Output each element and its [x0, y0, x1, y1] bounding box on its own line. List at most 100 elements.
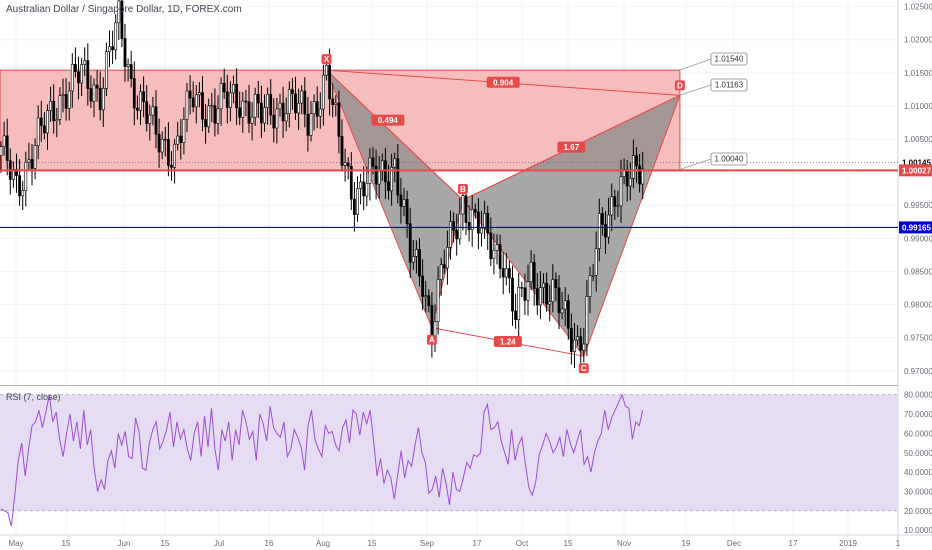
candle-body — [142, 91, 146, 103]
candle-body — [160, 138, 164, 153]
candle-body — [452, 221, 456, 231]
candle-body — [427, 295, 431, 306]
candle-body — [39, 117, 43, 127]
candle-body — [325, 64, 328, 76]
candle-body — [259, 102, 263, 124]
candle-body — [628, 178, 632, 187]
candle-body — [213, 105, 217, 124]
candle-body — [321, 74, 325, 110]
candle-body — [287, 89, 291, 114]
candle-body — [402, 199, 406, 207]
time-tick-label: Jul — [214, 539, 224, 548]
candle-body — [12, 169, 15, 180]
candle-body — [597, 213, 601, 249]
time-tick-label: 17 — [789, 539, 798, 548]
candle-body — [380, 160, 384, 172]
candle-body — [5, 135, 9, 161]
price-tick-label: 0.99500 — [904, 201, 932, 210]
candle-body — [154, 106, 158, 135]
candle-body — [600, 213, 604, 225]
candle-body — [594, 248, 598, 276]
candle-body — [554, 279, 558, 289]
candle-body — [359, 181, 363, 189]
candle-body — [129, 64, 133, 79]
candle-body — [256, 93, 260, 104]
price-tick-label: 0.98000 — [904, 301, 932, 310]
price-tick-label: 0.97500 — [904, 334, 932, 343]
candle-body — [334, 102, 338, 105]
candle-body — [365, 183, 369, 197]
candle-body — [269, 93, 273, 116]
candle-body — [170, 164, 173, 168]
candle-body — [42, 125, 46, 134]
candle-body — [604, 224, 607, 238]
candle-body — [483, 213, 487, 229]
candle-body — [27, 159, 31, 163]
candle-body — [374, 165, 378, 185]
time-tick-label: 15 — [368, 539, 377, 548]
candle-body — [176, 135, 180, 145]
rsi-title: RSI (7, close) — [6, 392, 61, 402]
candle-body — [622, 169, 626, 177]
candle-body — [74, 63, 77, 72]
candle-body — [458, 213, 462, 240]
candle-body — [80, 64, 84, 84]
candle-body — [108, 46, 111, 52]
support-price-label: 0.99165 — [902, 223, 931, 232]
candle-body — [563, 300, 567, 310]
callout-label: 1.01163 — [715, 81, 744, 90]
candle-body — [337, 102, 341, 137]
candle-body — [492, 249, 496, 259]
price-tick-label: 1.00500 — [904, 135, 932, 144]
candle-body — [449, 221, 452, 248]
candle-body — [566, 300, 570, 329]
chart-title: Australian Dollar / Singapore Dollar, 1D… — [6, 4, 242, 15]
candle-body — [619, 176, 623, 207]
callout-box — [710, 52, 748, 66]
candle-body — [232, 83, 235, 94]
callout-box — [710, 152, 748, 166]
candle-body — [486, 213, 490, 234]
callout-box — [710, 78, 748, 92]
candle-body — [480, 227, 483, 234]
candle-body — [318, 108, 322, 117]
candle-body — [421, 275, 425, 297]
candle-body — [560, 308, 564, 314]
candle-body — [393, 158, 397, 168]
candle-body — [290, 89, 294, 95]
point-marker-c — [578, 363, 589, 374]
support-price-tag — [899, 221, 932, 234]
candle-body — [294, 93, 297, 114]
candle-body — [120, 0, 124, 39]
candle-body — [111, 46, 115, 51]
candle-body — [148, 114, 152, 124]
candle-body — [470, 209, 474, 231]
candle-body — [185, 90, 189, 120]
ratio-label: 1.67 — [564, 143, 580, 152]
candle-body — [247, 101, 251, 124]
candle-body — [157, 133, 161, 153]
candle-body — [390, 166, 394, 192]
candle-body — [610, 196, 614, 216]
candle-body — [576, 336, 580, 341]
rsi-tick-label: 10.0000 — [904, 526, 932, 535]
price-tick-label: 0.98500 — [904, 267, 932, 276]
candle-body — [498, 244, 502, 269]
candle-body — [163, 138, 167, 141]
candle-body — [167, 139, 170, 166]
candle-body — [173, 143, 177, 168]
candle-body — [529, 261, 533, 283]
callout-leader — [679, 58, 712, 71]
price-tick-label: 1.01000 — [904, 102, 932, 111]
candle-body — [132, 78, 136, 109]
candle-body — [588, 275, 592, 297]
candle-body — [557, 287, 561, 314]
time-tick-label: Nov — [617, 539, 631, 548]
rsi-tick-label: 80.0000 — [904, 391, 932, 400]
candle-body — [414, 249, 418, 257]
candle-body — [315, 101, 319, 117]
time-tick-label: Sep — [420, 539, 435, 548]
time-tick-label: Aug — [316, 539, 330, 548]
rsi-tick-label: 60.0000 — [904, 429, 932, 438]
